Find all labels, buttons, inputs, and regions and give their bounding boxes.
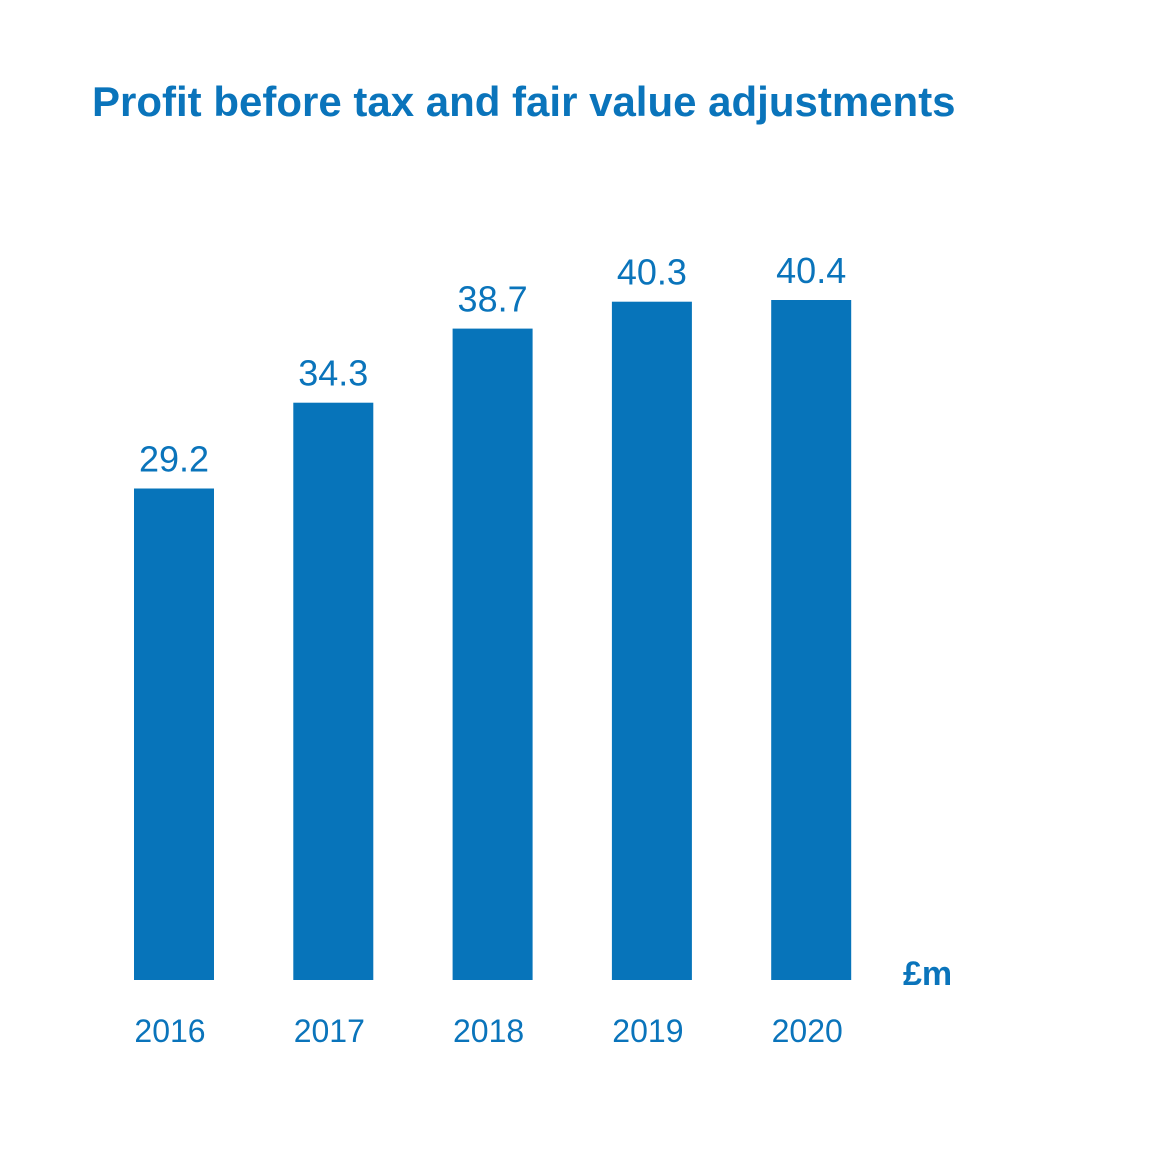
x-tick-label-2018: 2018 <box>453 1013 524 1049</box>
value-label-2017: 34.3 <box>298 353 368 394</box>
bar-2017 <box>293 402 374 980</box>
chart-title: Profit before tax and fair value adjustm… <box>92 78 956 125</box>
value-label-2019: 40.3 <box>617 252 687 293</box>
x-tick-label-2017: 2017 <box>294 1013 365 1049</box>
x-tick-label-2016: 2016 <box>134 1013 205 1049</box>
bar-2018 <box>452 328 533 981</box>
value-label-2020: 40.4 <box>776 250 846 291</box>
bar-2020 <box>771 300 852 980</box>
value-labels-group: 29.2 34.3 38.7 40.3 40.4 <box>139 250 846 480</box>
bar-2016 <box>134 488 214 980</box>
value-label-2016: 29.2 <box>139 439 209 480</box>
x-tick-label-2019: 2019 <box>612 1013 683 1049</box>
bar-2019 <box>611 301 692 980</box>
bars-group <box>134 300 852 981</box>
value-label-2018: 38.7 <box>458 279 528 320</box>
unit-label: £m <box>903 955 952 993</box>
x-tick-label-2020: 2020 <box>772 1013 843 1049</box>
x-axis-tick-labels: 2016 2017 2018 2019 2020 <box>134 1013 842 1049</box>
